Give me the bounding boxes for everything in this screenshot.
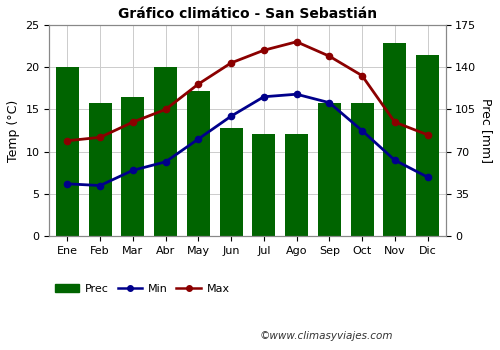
Bar xyxy=(318,103,341,236)
Legend: Prec, Min, Max: Prec, Min, Max xyxy=(55,284,230,294)
Bar xyxy=(187,91,210,236)
Bar xyxy=(220,127,242,236)
Y-axis label: Temp (°C): Temp (°C) xyxy=(7,99,20,162)
Bar xyxy=(56,67,79,236)
Bar xyxy=(285,134,308,236)
Title: Gráfico climático - San Sebastián: Gráfico climático - San Sebastián xyxy=(118,7,377,21)
Y-axis label: Prec [mm]: Prec [mm] xyxy=(480,98,493,163)
Text: ©www.climasyviajes.com: ©www.climasyviajes.com xyxy=(260,331,394,341)
Bar xyxy=(122,97,144,236)
Bar xyxy=(154,67,177,236)
Bar xyxy=(416,55,439,236)
Bar xyxy=(252,134,276,236)
Bar xyxy=(384,43,406,236)
Bar xyxy=(88,103,112,236)
Bar xyxy=(350,103,374,236)
